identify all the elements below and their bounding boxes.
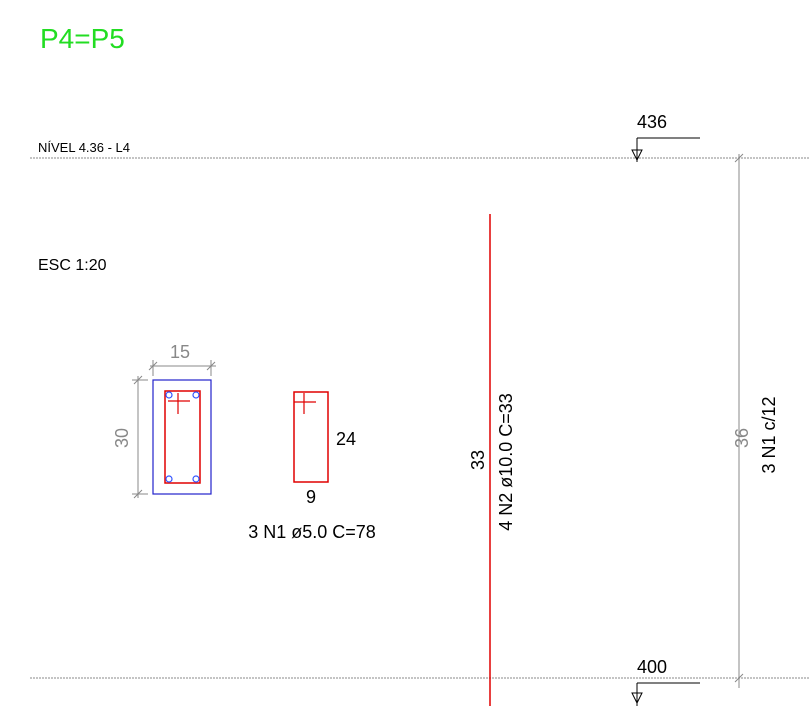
rebar-dot bbox=[165, 391, 173, 399]
section-width-dimension bbox=[148, 360, 216, 376]
level-label-top: NÍVEL 4.36 - L4 bbox=[38, 140, 130, 155]
rebar-dot bbox=[192, 391, 200, 399]
stirrup-width-label: 9 bbox=[306, 487, 316, 507]
column-height-label: 36 bbox=[732, 428, 752, 448]
bar-callout: 4 N2 ø10.0 C=33 bbox=[496, 393, 516, 531]
section-width-label: 15 bbox=[170, 342, 190, 362]
drawing-title: P4=P5 bbox=[40, 23, 125, 54]
elevation-marker-bottom: 400 bbox=[631, 657, 700, 706]
section-outline bbox=[152, 379, 212, 495]
column-stirrup-spacing-label: 3 N1 c/12 bbox=[759, 396, 779, 473]
section-stirrup bbox=[164, 390, 201, 484]
column-cross-section: 15 30 bbox=[112, 342, 216, 499]
section-height-label: 30 bbox=[112, 428, 132, 448]
stirrup-height-label: 24 bbox=[336, 429, 356, 449]
longitudinal-bar-detail: 33 4 N2 ø10.0 C=33 bbox=[468, 214, 516, 706]
section-height-dimension bbox=[132, 375, 148, 499]
stirrup-shape bbox=[293, 391, 329, 483]
column-height-dimension: 36 3 N1 c/12 bbox=[732, 153, 779, 688]
elevation-marker-top: 436 bbox=[631, 112, 700, 162]
longitudinal-bars bbox=[165, 391, 200, 483]
stirrup-callout: 3 N1 ø5.0 C=78 bbox=[248, 522, 376, 542]
bar-length-label: 33 bbox=[468, 450, 488, 470]
elevation-bottom-value: 400 bbox=[637, 657, 667, 677]
rebar-dot bbox=[165, 475, 173, 483]
elevation-top-value: 436 bbox=[637, 112, 667, 132]
stirrup-detail: 24 9 3 N1 ø5.0 C=78 bbox=[248, 391, 376, 542]
rebar-dot bbox=[192, 475, 200, 483]
scale-label: ESC 1:20 bbox=[38, 257, 107, 274]
